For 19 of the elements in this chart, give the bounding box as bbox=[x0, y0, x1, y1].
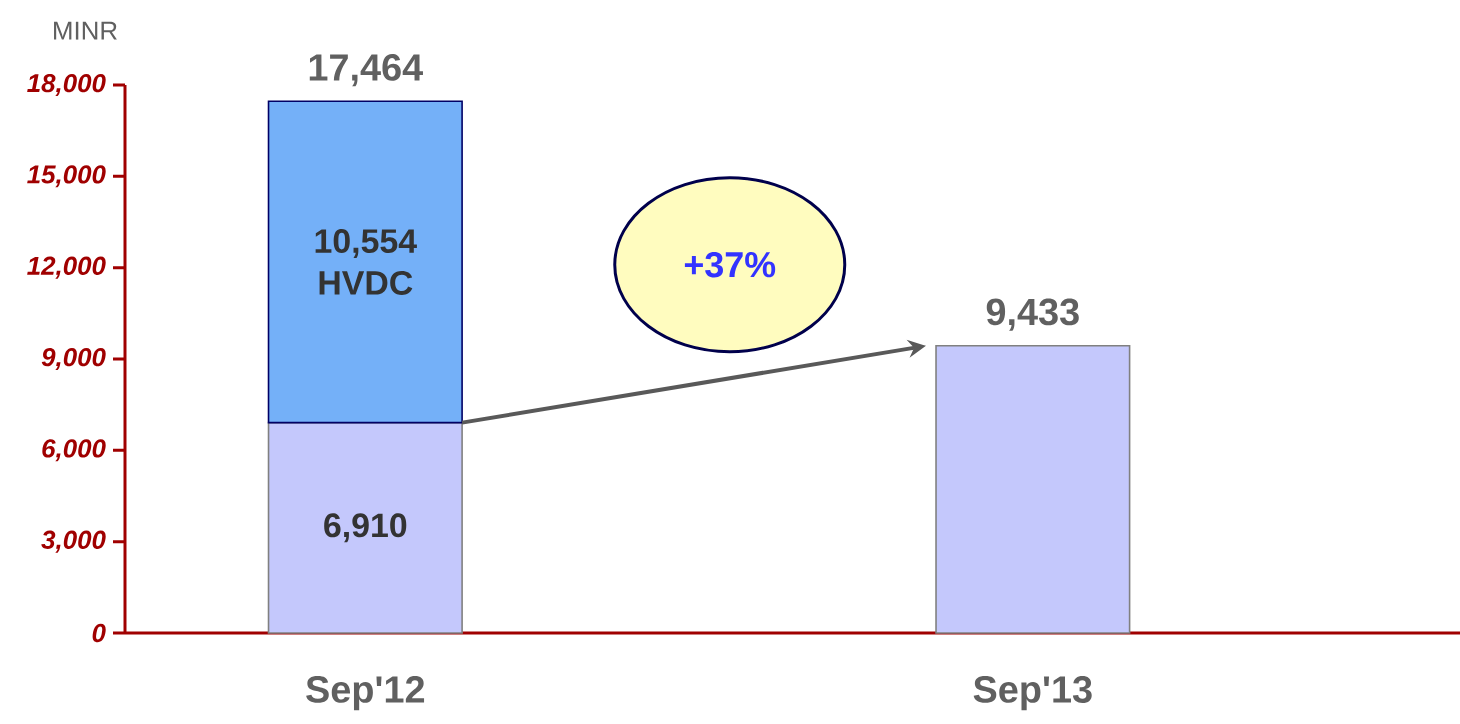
y-tick-label: 3,000 bbox=[41, 530, 106, 553]
total-label: 17,464 bbox=[309, 53, 423, 87]
y-axis-title: MINR bbox=[54, 21, 117, 40]
y-tick-label: 12,000 bbox=[27, 256, 106, 279]
annotation: +37% bbox=[684, 252, 776, 278]
y-tick-label: 0 bbox=[92, 623, 106, 643]
total-label: 9,433 bbox=[986, 298, 1079, 331]
y-tick-label: 18,000 bbox=[27, 73, 106, 97]
bar bbox=[935, 345, 1131, 634]
y-tick-label: 15,000 bbox=[27, 165, 106, 188]
series-label: HVDC bbox=[319, 270, 413, 295]
data-label: 6,910 bbox=[324, 513, 407, 543]
x-tick-label: Sep'12 bbox=[306, 676, 425, 711]
data-label: 10,554 bbox=[315, 229, 417, 258]
bar bbox=[267, 421, 463, 634]
y-tick-label: 9,000 bbox=[41, 347, 106, 371]
x-tick-label: Sep'13 bbox=[973, 676, 1092, 711]
bar bbox=[267, 100, 463, 424]
y-tick-label: 6,000 bbox=[42, 439, 106, 462]
